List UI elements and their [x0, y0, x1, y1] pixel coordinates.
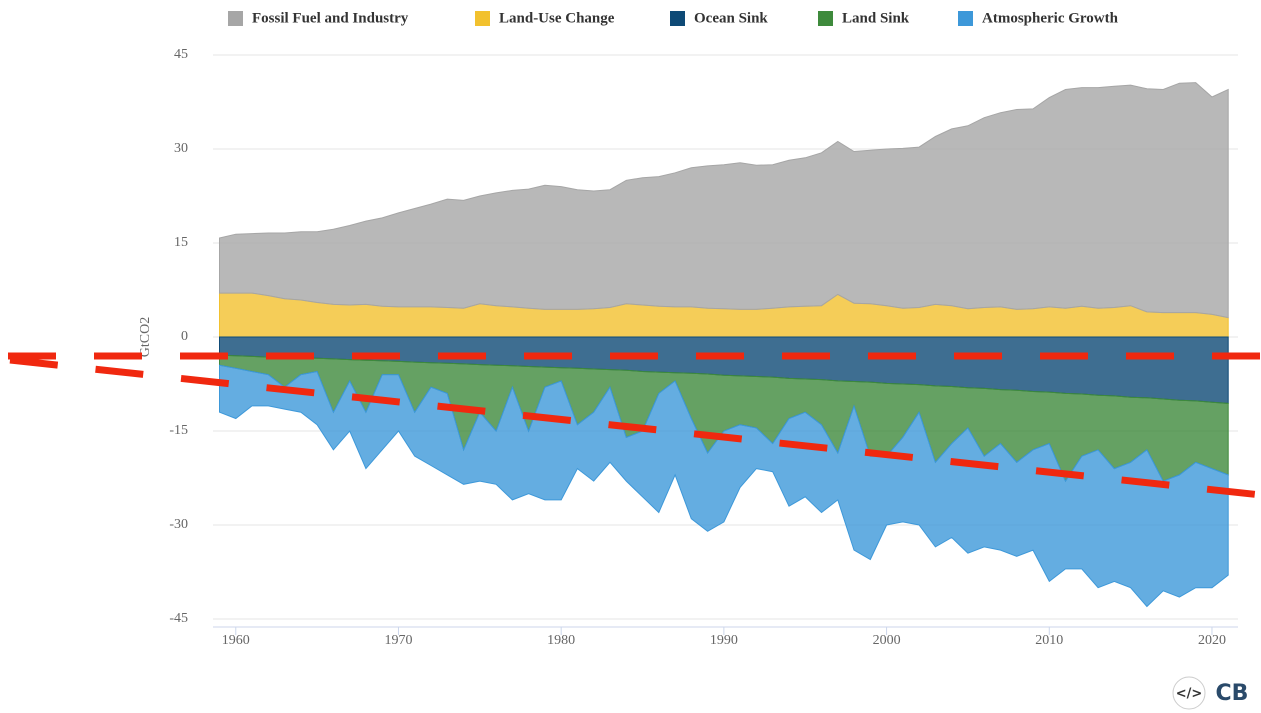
branding: </> CB — [1172, 676, 1249, 710]
embed-button[interactable] — [1172, 676, 1206, 710]
legend-label: Land Sink — [842, 10, 910, 26]
x-tick-label: 2010 — [1035, 633, 1063, 648]
legend-label: Land-Use Change — [499, 10, 615, 26]
x-tick-label: 2020 — [1198, 633, 1226, 648]
x-tick-label: 1990 — [710, 633, 738, 648]
axes: -45 -30 -15 0 15 30 45 1960 1970 1980 1990 2000 2010… — [169, 47, 1238, 648]
y-tick-label: -30 — [169, 517, 188, 532]
legend-label: Fossil Fuel and Industry — [252, 10, 409, 26]
legend-swatch — [818, 11, 833, 26]
y-tick-label: -45 — [169, 611, 188, 626]
y-axis-label: GtCO2 — [138, 317, 153, 357]
legend-label: Atmospheric Growth — [982, 10, 1119, 26]
y-tick-label: 15 — [174, 235, 188, 250]
x-tick-label: 2000 — [873, 633, 901, 648]
dashed-line — [9, 356, 1261, 499]
legend: Fossil Fuel and Industry Land-Use Change O… — [228, 10, 1119, 26]
areas — [219, 82, 1229, 608]
legend-label: Ocean Sink — [694, 10, 768, 26]
area — [219, 82, 1229, 319]
x-tick-label: 1970 — [384, 633, 412, 648]
x-tick-label: 1960 — [222, 633, 250, 648]
y-tick-label: 45 — [174, 47, 188, 62]
legend-swatch — [475, 11, 490, 26]
y-tick-label: -15 — [169, 423, 188, 438]
legend-swatch — [228, 11, 243, 26]
y-tick-label: 0 — [181, 329, 188, 344]
embed-icon[interactable]: </> — [1176, 687, 1203, 702]
legend-swatch — [958, 11, 973, 26]
x-tick-label: 1980 — [547, 633, 575, 648]
logo: CB — [1216, 681, 1249, 706]
legend-swatch — [670, 11, 685, 26]
area — [219, 364, 1229, 608]
y-tick-label: 30 — [174, 141, 188, 156]
annotation-lines — [8, 352, 1261, 499]
